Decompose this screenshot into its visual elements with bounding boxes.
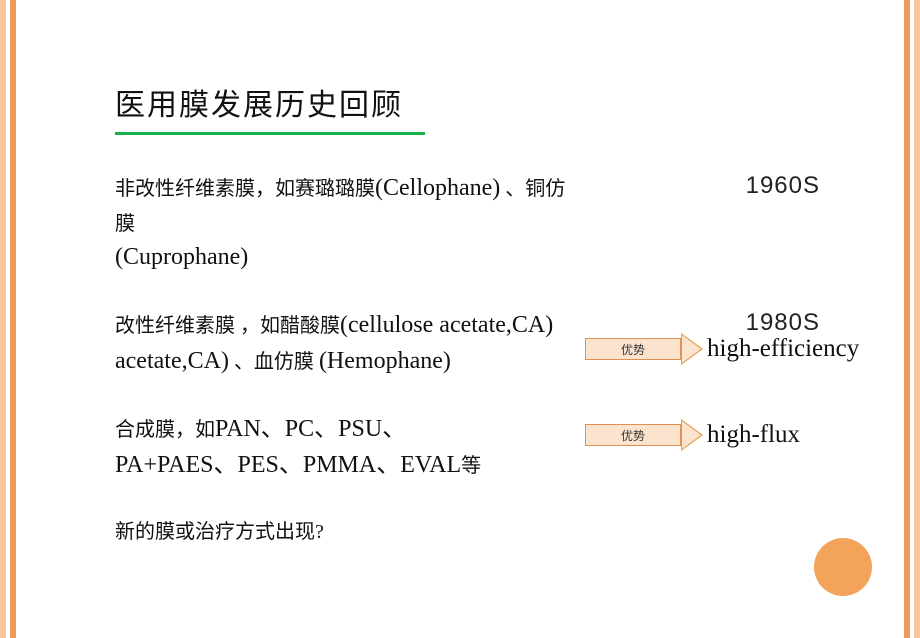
arrow-icon: 优势: [585, 422, 705, 448]
arrow-result: high-efficiency: [707, 335, 859, 363]
question-text: 新的膜或治疗方式出现?: [115, 515, 880, 544]
arrow-icon: 优势: [585, 336, 705, 362]
history-row: 非改性纤维素膜，如赛璐璐膜(Cellophane) 、铜仿膜 (Cupropha…: [115, 170, 880, 275]
text-en: (Hemophane): [319, 348, 451, 374]
arrow-block: 优势 high-efficiency: [585, 335, 859, 363]
history-row: 改性纤维素膜 ，如醋酸膜(cellulose acetate,CA) aceta…: [115, 307, 880, 379]
text-en: PA+PAES、PES、PMMA、EVAL: [115, 452, 461, 478]
text-cn: 等: [461, 455, 481, 477]
text-en: (cellulose acetate,CA): [340, 312, 553, 338]
text-cn: 非改性纤维素膜，如赛璐璐膜: [115, 178, 375, 200]
slide-title-block: 医用膜发展历史回顾: [115, 80, 425, 135]
text-cn: 改性纤维素膜 ，如醋酸膜: [115, 315, 340, 337]
arrow-head-icon: [681, 419, 703, 451]
corner-dot-icon: [814, 538, 872, 596]
text-cn: 合成膜，如: [115, 419, 215, 441]
decor-stripe: [914, 0, 920, 638]
text-en: (Cuprophane): [115, 244, 248, 270]
year-label: 1980S: [746, 309, 820, 337]
text-en: (Cellophane): [375, 175, 500, 201]
text-en: acetate,CA): [115, 348, 229, 374]
row-text: 非改性纤维素膜，如赛璐璐膜(Cellophane) 、铜仿膜 (Cupropha…: [115, 170, 585, 275]
arrow-label: 优势: [585, 338, 681, 360]
arrow-head-icon: [681, 333, 703, 365]
text-cn: 、血仿膜: [229, 351, 319, 373]
slide-title: 医用膜发展历史回顾: [115, 80, 425, 124]
title-underline: [115, 132, 425, 135]
arrow-result: high-flux: [707, 421, 800, 449]
text-en: PAN、PC、PSU、: [215, 416, 406, 442]
history-row: 合成膜，如PAN、PC、PSU、 PA+PAES、PES、PMMA、EVAL等 …: [115, 411, 880, 483]
decor-stripe: [0, 0, 6, 638]
content-area: 非改性纤维素膜，如赛璐璐膜(Cellophane) 、铜仿膜 (Cupropha…: [115, 170, 880, 544]
arrow-label: 优势: [585, 424, 681, 446]
decor-stripe: [904, 0, 910, 638]
row-text: 改性纤维素膜 ，如醋酸膜(cellulose acetate,CA) aceta…: [115, 307, 585, 379]
arrow-block: 优势 high-flux: [585, 421, 800, 449]
decor-stripe: [10, 0, 16, 638]
row-text: 合成膜，如PAN、PC、PSU、 PA+PAES、PES、PMMA、EVAL等: [115, 411, 585, 483]
year-label: 1960S: [746, 172, 820, 200]
